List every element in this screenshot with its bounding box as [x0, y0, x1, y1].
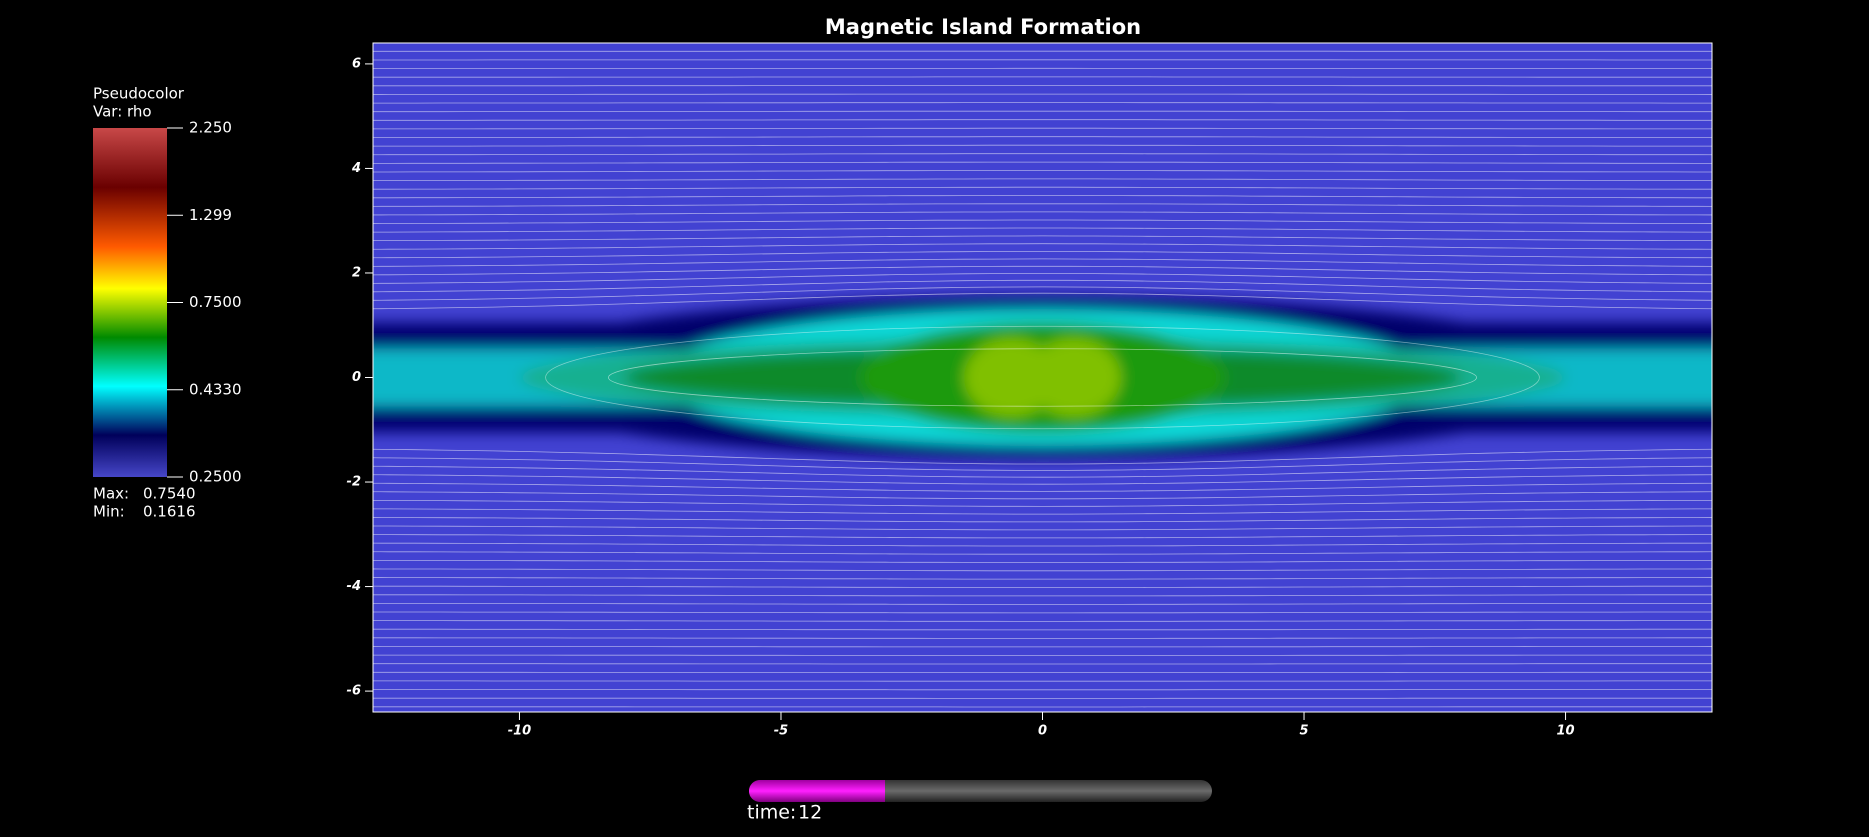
streamline: [373, 603, 1712, 605]
streamline: [373, 227, 1712, 233]
chart-title: Magnetic Island Formation: [825, 15, 1141, 39]
streamline: [373, 279, 1712, 293]
streamline: [373, 508, 1712, 515]
min-value: 0.1616: [143, 503, 196, 521]
streamline: [373, 482, 1712, 492]
time-value: 12: [798, 802, 822, 824]
y-tick-label: 0: [352, 370, 361, 385]
streamline: [373, 292, 1712, 310]
streamline: [373, 251, 1712, 259]
streamline: [373, 465, 1712, 478]
streamline: [373, 542, 1712, 547]
streamline: [373, 499, 1712, 507]
streamline: [373, 235, 1712, 242]
streamline: [373, 153, 1712, 156]
streamline: [373, 628, 1712, 631]
colorbar-var: Var: rho: [93, 103, 152, 121]
max-value: 0.7540: [143, 485, 196, 503]
streamline: [373, 568, 1712, 572]
streamline: [373, 219, 1712, 224]
field-region: [1026, 338, 1121, 417]
x-tick-label: 0: [1038, 724, 1047, 739]
min-label: Min:: [93, 503, 125, 521]
streamline: [373, 119, 1712, 121]
streamline: [373, 170, 1712, 173]
streamline: [373, 178, 1712, 181]
colorbar-tick-label: 1.299: [189, 206, 232, 224]
streamline: [607, 348, 1478, 407]
streamline: [373, 637, 1712, 639]
streamline: [373, 594, 1712, 597]
streamline: [373, 517, 1712, 523]
x-tick-label: 5: [1300, 724, 1309, 739]
y-tick-label: 6: [352, 56, 361, 71]
streamline: [373, 195, 1712, 199]
max-label: Max:: [93, 485, 129, 503]
colorbar-tick-label: 0.2500: [189, 468, 242, 486]
streamline: [373, 457, 1712, 471]
time-label: time:: [747, 802, 796, 824]
streamline: [373, 161, 1712, 164]
y-tick-label: -2: [347, 475, 361, 490]
streamline: [373, 534, 1712, 539]
streamline: [373, 186, 1712, 190]
streamline: [373, 110, 1712, 113]
streamline: [373, 585, 1712, 588]
y-tick-label: -4: [347, 579, 361, 594]
colorbar-tick-label: 0.7500: [189, 293, 242, 311]
streamline: [373, 136, 1712, 138]
field: [373, 43, 1712, 712]
streamline: [373, 448, 1712, 465]
y-tick-label: 2: [352, 265, 361, 280]
x-tick-label: -10: [508, 724, 532, 739]
streamline: [373, 203, 1712, 207]
streamline: [373, 265, 1712, 276]
streamline: [373, 559, 1712, 563]
streamline: [373, 102, 1712, 104]
streamline: [373, 611, 1712, 614]
y-tick-label: -6: [347, 684, 361, 699]
streamline: [373, 620, 1712, 622]
streamline: [373, 286, 1712, 301]
streamline: [373, 273, 1712, 284]
streamline: [373, 646, 1712, 648]
streamline: [373, 474, 1712, 485]
streamline: [373, 491, 1712, 500]
colorbar-tick-label: 2.250: [189, 119, 232, 137]
streamline: [373, 525, 1712, 531]
colorbar-tick-label: 0.4330: [189, 380, 242, 398]
x-tick-label: -5: [774, 724, 788, 739]
streamline: [545, 325, 1540, 430]
streamline: [373, 258, 1712, 267]
streamline: [373, 127, 1712, 130]
x-tick-label: 10: [1557, 724, 1575, 739]
time-slider-progress: [749, 780, 885, 802]
y-tick-label: 4: [351, 161, 361, 176]
streamline: [373, 577, 1712, 580]
colorbar: [93, 128, 167, 477]
streamline: [373, 551, 1712, 555]
streamline: [373, 211, 1712, 216]
streamline: [373, 144, 1712, 147]
streamline: [373, 243, 1712, 250]
colorbar-title: Pseudocolor: [93, 85, 185, 103]
